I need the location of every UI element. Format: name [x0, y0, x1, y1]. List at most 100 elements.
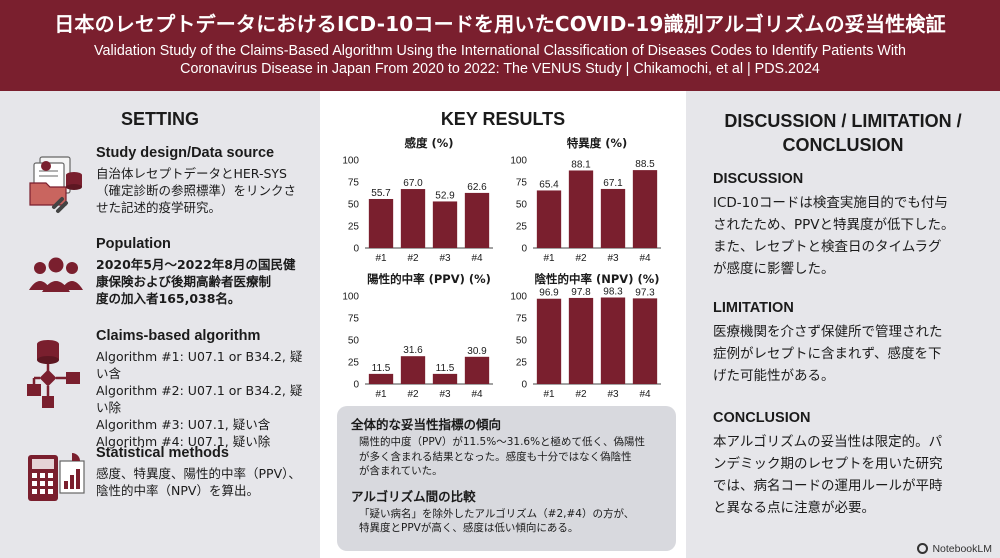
limitation-line: げた可能性がある。: [713, 368, 835, 384]
conclusion-line: と異なる点に注意が必要。: [713, 500, 875, 516]
bar-value-label: 67.0: [403, 178, 423, 189]
y-tick-label: 100: [510, 156, 527, 167]
conclusion-line: ンデミック期のレセプトを用いた研究: [713, 456, 943, 472]
bar: [568, 170, 594, 248]
bar: [464, 356, 490, 384]
discussion-column: DISCUSSION / LIMITATION / CONCLUSION DIS…: [686, 91, 1000, 558]
database-flowchart-icon: [26, 338, 86, 408]
footer-brand: NotebookLM: [917, 543, 992, 555]
x-tick-label: #1: [375, 253, 387, 264]
bar-value-label: 65.4: [539, 179, 559, 190]
x-tick-label: #3: [439, 253, 451, 264]
notebooklm-logo-icon: [917, 543, 929, 554]
summary-line: 陽性的中度（PPV）が11.5%～31.6%と極めて低く、偽陽性: [359, 436, 646, 448]
chart-title: 特異度 (%): [567, 136, 628, 150]
bar-value-label: 88.1: [571, 159, 591, 170]
discussion-column-title: DISCUSSION / LIMITATION / CONCLUSION: [686, 109, 1000, 157]
bar-value-label: 55.7: [371, 188, 391, 199]
y-tick-label: 50: [516, 200, 528, 211]
y-tick-label: 100: [510, 292, 527, 303]
y-tick-label: 0: [521, 244, 527, 255]
y-tick-label: 100: [342, 292, 359, 303]
chart-title: 陰性的中率 (NPV) (%): [534, 272, 659, 286]
conclusion-line: では、病名コードの運用ルールが平時: [713, 478, 943, 494]
x-tick-label: #4: [471, 253, 483, 264]
x-tick-label: #1: [375, 389, 387, 400]
y-tick-label: 25: [516, 358, 528, 369]
x-tick-label: #2: [575, 389, 587, 400]
statistics-line: 感度、特異度、陽性的中率（PPV）、: [96, 466, 301, 481]
bar: [632, 298, 658, 384]
y-tick-label: 75: [516, 314, 528, 325]
discussion-title-line: CONCLUSION: [782, 135, 904, 155]
bar-value-label: 97.8: [571, 287, 591, 298]
population-line: 度の加入者165,038名。: [96, 291, 241, 306]
discussion-section: DISCUSSION ICD-10コードは検査実施目的でも付与 されたため、PP…: [713, 171, 988, 280]
bar: [600, 188, 626, 248]
x-tick-label: #1: [543, 253, 555, 264]
setting-column: SETTING Study design/Data source 自治体レセプト…: [0, 91, 320, 558]
bar-value-label: 31.6: [403, 345, 423, 356]
y-tick-label: 0: [521, 380, 527, 391]
discussion-heading: DISCUSSION: [713, 171, 804, 187]
y-tick-label: 25: [348, 358, 360, 369]
bar-value-label: 30.9: [467, 346, 487, 357]
key-results-title: KEY RESULTS: [440, 109, 566, 129]
conclusion-line: 本アルゴリズムの妥当性は限定的。パ: [713, 434, 943, 450]
study-design-line: 自治体レセプトデータとHER-SYS: [96, 166, 287, 181]
y-tick-label: 75: [348, 178, 360, 189]
bar-value-label: 11.5: [372, 363, 391, 374]
discussion-title-line: DISCUSSION / LIMITATION /: [724, 111, 962, 131]
y-tick-label: 25: [348, 222, 360, 233]
ppv-chart: 陽性的中率 (PPV) (%) 0 25 50 75 100 11.5 #1 31.6 #2 11.…: [335, 270, 500, 404]
bar: [632, 170, 658, 248]
header-banner: 日本のレセプトデータにおけるICD-10コードを用いたCOVID-19識別アルゴ…: [0, 0, 1000, 91]
y-tick-label: 75: [516, 178, 528, 189]
x-tick-label: #4: [639, 389, 651, 400]
x-tick-label: #1: [543, 389, 555, 400]
bar-value-label: 97.3: [635, 287, 655, 298]
bar: [536, 190, 562, 248]
bar: [400, 189, 426, 248]
chart-title: 感度 (%): [404, 136, 453, 150]
algorithm-line: Algorithm #3: U07.1, 疑い含: [96, 417, 271, 432]
discussion-line: ICD-10コードは検査実施目的でも付与: [713, 195, 948, 211]
chart-title: 陽性的中率 (PPV) (%): [367, 272, 491, 286]
x-tick-label: #3: [607, 389, 619, 400]
bar: [368, 373, 394, 384]
bar: [464, 192, 490, 248]
bar: [400, 356, 426, 384]
summary-heading-trend: 全体的な妥当性指標の傾向: [351, 417, 502, 432]
setting-title: SETTING: [120, 109, 199, 129]
algorithm-line: Algorithm #1: U07.1 or B34.2, 疑い含: [96, 349, 303, 381]
summary-body-comparison: 「疑い病名」を除外したアルゴリズム（#2,#4）の方が、 特異度とPPVが高く、…: [351, 507, 666, 536]
documents-database-link-icon: [26, 153, 86, 213]
y-tick-label: 75: [348, 314, 360, 325]
bar: [600, 297, 626, 384]
population-line: 2020年5月～2022年8月の国民健: [96, 257, 296, 272]
study-design-line: せた記述的疫学研究。: [96, 200, 222, 215]
x-tick-label: #2: [407, 253, 419, 264]
brand-name: NotebookLM: [932, 543, 992, 555]
discussion-line: また、レセプトと検査日のタイムラグ: [713, 239, 942, 255]
y-tick-label: 100: [342, 156, 359, 167]
bar: [568, 297, 594, 384]
conclusion-section: CONCLUSION 本アルゴリズムの妥当性は限定的。パ ンデミック期のレセプト…: [713, 410, 988, 519]
main-title: 日本のレセプトデータにおけるICD-10コードを用いたCOVID-19識別アルゴ…: [54, 12, 946, 36]
y-tick-label: 50: [348, 336, 360, 347]
y-tick-label: 50: [516, 336, 528, 347]
specificity-chart: 特異度 (%) 0 25 50 75 100 65.4 #1 88.1 #2 67.1 #3 88.5 #…: [503, 134, 668, 268]
summary-line: が多く含まれる結果となった。感度も十分ではなく偽陰性: [359, 450, 632, 463]
calculator-chart-icon: [26, 451, 86, 511]
study-design-line: （確定診断の参照標準）をリンクさ: [96, 183, 297, 198]
subtitle: Validation Study of the Claims-Based Alg…: [0, 42, 1000, 78]
discussion-line: が感度に影響した。: [713, 261, 835, 277]
bar-value-label: 67.1: [603, 178, 623, 189]
bar: [368, 198, 394, 248]
algorithm-line: Algorithm #4: U07.1, 疑い除: [96, 434, 271, 449]
people-group-icon: [26, 256, 86, 316]
algorithm-line: Algorithm #2: U07.1 or B34.2, 疑い除: [96, 383, 303, 415]
bar-value-label: 52.9: [435, 190, 455, 201]
x-tick-label: #2: [575, 253, 587, 264]
population-line: 康保険および後期高齢者医療制: [96, 274, 272, 289]
